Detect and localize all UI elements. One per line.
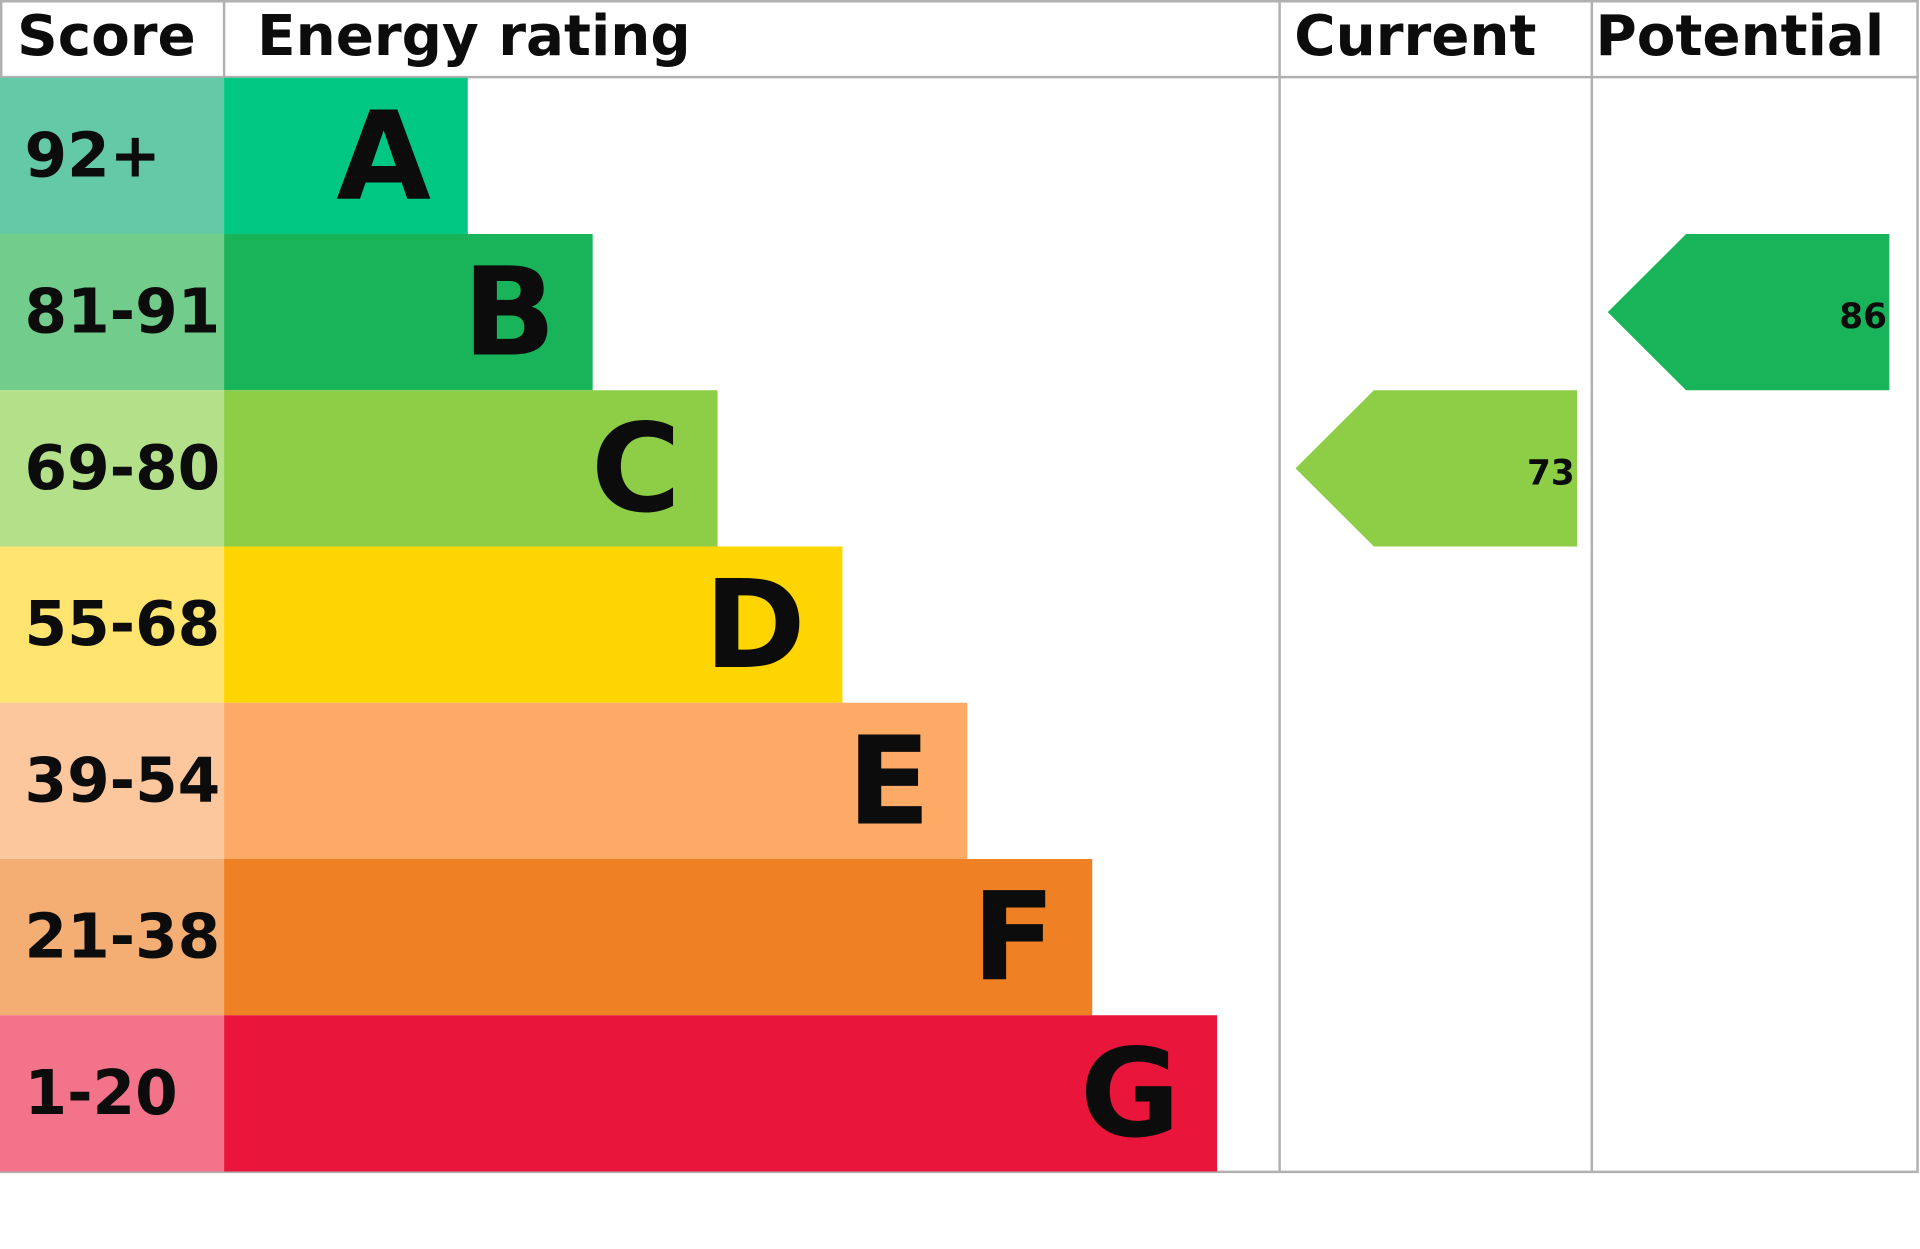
score-range: 69-80 <box>24 433 220 504</box>
score-cell <box>0 234 225 391</box>
rating-letter: E <box>847 709 931 852</box>
rating-letter: B <box>463 241 556 384</box>
score-range: 92+ <box>24 120 161 191</box>
rating-bar <box>224 546 843 703</box>
score-cell <box>0 77 225 235</box>
score-cell <box>0 702 225 859</box>
score-range: 39-54 <box>24 745 220 816</box>
rating-letter: C <box>591 397 681 540</box>
rating-bar <box>224 702 968 859</box>
current-arrow <box>1295 390 1578 547</box>
header-score: Score <box>17 4 196 69</box>
rating-letter: D <box>704 553 806 696</box>
header-potential: Potential <box>1596 4 1885 69</box>
rating-bar <box>224 77 468 235</box>
rating-bar <box>224 390 718 547</box>
rating-letter: A <box>336 84 431 227</box>
rating-bar <box>224 858 1093 1016</box>
potential-value: 86 <box>1839 297 1887 337</box>
score-range: 21-38 <box>24 902 220 973</box>
score-cell <box>0 546 225 703</box>
potential-arrow <box>1607 234 1890 391</box>
score-range: 81-91 <box>24 277 220 348</box>
score-cell <box>0 858 225 1016</box>
rating-letter: F <box>972 866 1056 1009</box>
score-cell <box>0 390 225 547</box>
rating-bar <box>224 234 593 391</box>
rating-bar <box>224 1015 1218 1172</box>
score-range: 1-20 <box>24 1058 177 1129</box>
header-current: Current <box>1294 4 1536 69</box>
score-cell <box>0 1015 225 1172</box>
current-value: 73 <box>1527 453 1575 493</box>
rating-letter: G <box>1080 1022 1181 1165</box>
header-rating: Energy rating <box>257 4 691 69</box>
score-range: 55-68 <box>24 589 220 660</box>
